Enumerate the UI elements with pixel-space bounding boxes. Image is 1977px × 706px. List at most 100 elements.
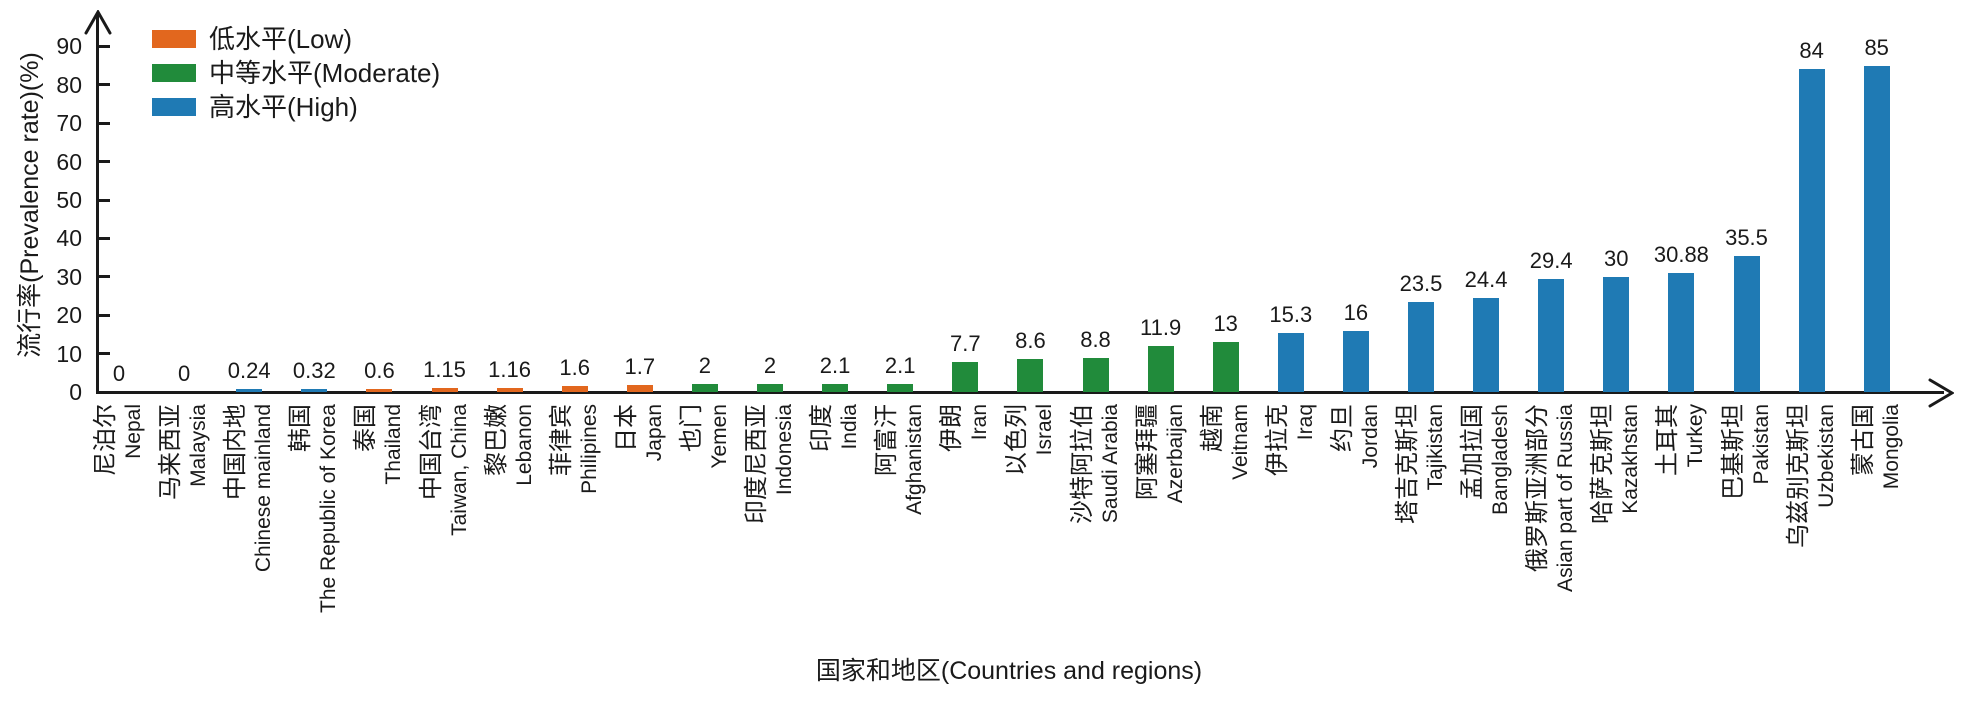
x-category-label-en: Nepal <box>122 404 145 459</box>
bar-veitnam <box>1212 342 1239 392</box>
y-tick <box>97 236 110 240</box>
x-category-label-cn: 孟加拉国 <box>1459 404 1487 500</box>
bar-value-label: 0.32 <box>292 358 336 383</box>
bar-value-label: 1.15 <box>423 356 466 382</box>
x-category-label-en: Veitnam <box>1228 404 1252 480</box>
x-category-label-cn: 以色列 <box>1003 404 1031 476</box>
x-category-label-cn: 阿富汗 <box>873 404 901 476</box>
x-category-label: 蒙古国 Mongolia <box>1849 404 1905 706</box>
x-axis-title: 国家和地区(Countries and regions) <box>815 657 1203 685</box>
x-category-label: 伊朗 Iran <box>937 404 993 706</box>
x-category-label: 约旦 Jordan <box>1328 404 1384 706</box>
x-category-label: 菲律宾 Philipines <box>547 404 603 706</box>
bar-value-label: 2.1 <box>819 352 851 378</box>
bar-value-label: 1.7 <box>624 354 656 380</box>
x-category-label-cn: 印度 <box>808 404 836 452</box>
bar-yemen <box>691 384 718 392</box>
bar-turkey <box>1668 273 1695 392</box>
bar-chinese-mainland <box>236 389 263 392</box>
x-category-label-en: Lebanon <box>512 404 536 486</box>
bar-value-label: 24.4 <box>1464 267 1508 293</box>
bar-philipines <box>561 385 588 392</box>
x-category-label: 泰国 Thailand <box>351 404 407 706</box>
bar-value-label: 8.8 <box>1080 327 1111 353</box>
bar-value-label: 23.5 <box>1399 270 1443 296</box>
y-tick-label: 60 <box>56 148 82 175</box>
y-tick <box>97 160 110 164</box>
bar-value-label: 13 <box>1213 311 1238 337</box>
y-tick-label: 90 <box>56 33 82 60</box>
x-category-label-en: Malaysia <box>187 404 211 487</box>
x-category-label-cn: 伊拉克 <box>1263 404 1291 476</box>
bar-thailand <box>366 389 393 392</box>
legend-item-moderate: 中等水平(Moderate) <box>152 58 441 88</box>
bar-india <box>822 383 849 392</box>
bar-value-label: 7.7 <box>950 331 981 357</box>
bar-value-label: 85 <box>1864 34 1889 60</box>
x-category-label-cn: 韩国 <box>287 404 315 452</box>
x-category-label-en: Asian part of Russia <box>1554 404 1578 592</box>
y-tick <box>97 352 110 356</box>
x-category-label-cn: 巴基斯坦 <box>1719 404 1747 500</box>
bar-israel <box>1017 358 1044 392</box>
x-category-label: 马来西亚 Malaysia <box>156 404 212 706</box>
y-tick-label: 10 <box>56 340 82 367</box>
legend-label-low: 低水平(Low) <box>209 24 353 54</box>
y-tick <box>97 121 110 125</box>
y-tick <box>97 313 110 317</box>
legend: 低水平(Low) 中等水平(Moderate) 高水平(High) <box>152 24 441 130</box>
x-category-label-en: Kazakhstan <box>1619 404 1643 514</box>
x-category-label: 阿富汗 Afghanistan <box>872 404 928 706</box>
bar-afghanistan <box>887 383 914 392</box>
x-category-label: 沙特阿拉伯 Saudi Arabia <box>1068 404 1124 706</box>
y-tick <box>97 83 110 87</box>
x-category-label-cn: 阿塞拜疆 <box>1133 404 1161 500</box>
y-tick-label: 30 <box>56 263 82 290</box>
x-category-label-en: Afghanistan <box>903 404 927 515</box>
bar-value-label: 30 <box>1604 245 1629 271</box>
x-category-label-cn: 越南 <box>1198 404 1226 452</box>
legend-label-high: 高水平(High) <box>209 92 358 122</box>
bar-value-label: 0.24 <box>227 358 271 383</box>
x-category-label-en: Yemen <box>707 404 731 469</box>
x-category-label: 哈萨克斯坦 Kazakhstan <box>1588 404 1644 706</box>
x-category-label-cn: 印度尼西亚 <box>743 404 770 524</box>
bar-value-label: 1.6 <box>559 354 590 380</box>
x-category-label-en: Iraq <box>1293 404 1317 441</box>
x-category-label-en: Uzbekistan <box>1814 404 1838 508</box>
x-category-label: 伊拉克 Iraq <box>1263 404 1319 706</box>
bar-the-republic-of-korea <box>301 389 328 392</box>
y-tick-label: 70 <box>56 110 82 137</box>
x-category-label-en: Israel <box>1033 404 1057 456</box>
legend-swatch-low <box>152 30 196 48</box>
x-category-label: 巴基斯坦 Pakistan <box>1719 404 1775 706</box>
x-category-label-cn: 哈萨克斯坦 <box>1589 404 1617 524</box>
x-category-label-en: Turkey <box>1684 404 1708 468</box>
bar-uzbekistan <box>1798 69 1825 392</box>
x-category-label-en: Jordan <box>1358 404 1382 469</box>
bar-value-label: 29.4 <box>1529 248 1573 274</box>
x-category-label-en: Indonesia <box>773 404 796 496</box>
x-category-label-cn: 俄罗斯亚洲部分 <box>1524 404 1552 572</box>
bar-mongolia <box>1863 65 1890 392</box>
legend-swatch-high <box>152 98 196 116</box>
y-tick-label: 50 <box>56 187 82 213</box>
x-category-label: 韩国 The Republic of Korea <box>286 404 342 706</box>
bar-value-label: 2.1 <box>884 352 916 378</box>
bar-value-label: 84 <box>1799 38 1824 64</box>
x-category-label: 俄罗斯亚洲部分 Asian part of Russia <box>1523 404 1579 706</box>
bar-value-label: 1.16 <box>488 356 531 382</box>
bar-saudi-arabia <box>1082 358 1109 392</box>
x-category-label-en: Japan <box>642 404 666 462</box>
x-category-label: 孟加拉国 Bangladesh <box>1458 404 1514 706</box>
y-tick <box>97 275 110 279</box>
x-category-label-cn: 菲律宾 <box>547 404 575 476</box>
bar-value-label: 0.6 <box>364 358 395 383</box>
x-category-label: 印度 India <box>807 404 863 706</box>
bar-value-label: 11.9 <box>1140 315 1182 341</box>
x-category-label-en: Iran <box>968 404 992 441</box>
x-category-label-en: India <box>838 404 862 450</box>
legend-label-moderate: 中等水平(Moderate) <box>209 58 441 88</box>
y-tick <box>97 44 110 48</box>
